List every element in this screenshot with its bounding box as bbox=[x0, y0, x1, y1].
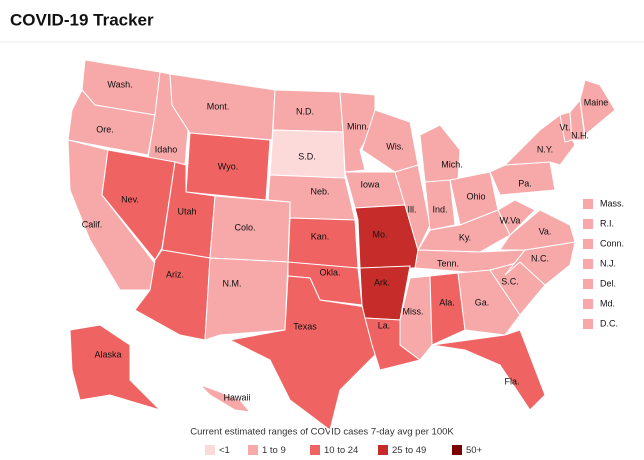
state-label: Idaho bbox=[155, 144, 178, 154]
state-label: Alaska bbox=[94, 349, 121, 359]
state-label: N.H. bbox=[571, 130, 589, 140]
state-label: Mont. bbox=[207, 101, 230, 111]
state-shape bbox=[394, 164, 431, 252]
state-label: Wash. bbox=[107, 79, 132, 89]
small-state-label: Conn. bbox=[600, 238, 624, 248]
small-state-label: N.J. bbox=[600, 258, 616, 268]
state-label: Utah bbox=[177, 206, 196, 216]
small-state-swatch bbox=[583, 259, 593, 269]
legend-label: 25 to 49 bbox=[392, 445, 426, 456]
state-shape bbox=[457, 269, 521, 336]
legend-swatch bbox=[205, 445, 215, 455]
state-label: Wis. bbox=[386, 141, 404, 151]
state-shape bbox=[431, 329, 546, 411]
state-label: N.M. bbox=[223, 278, 242, 288]
small-state-label: D.C. bbox=[600, 318, 618, 328]
state-shape bbox=[344, 171, 406, 209]
state-label: Pa. bbox=[518, 178, 532, 188]
state-shape bbox=[419, 124, 461, 183]
state-label: N.Y. bbox=[537, 144, 553, 154]
state-label: Minn. bbox=[347, 121, 369, 131]
state-label: N.D. bbox=[296, 106, 314, 116]
legend-label: 10 to 24 bbox=[324, 445, 358, 456]
state-label: Hawaii bbox=[223, 392, 250, 402]
state-label: Va. bbox=[539, 226, 552, 236]
small-state-label: R.I. bbox=[600, 218, 614, 228]
state-label: Mo. bbox=[372, 229, 387, 239]
state-label: Miss. bbox=[403, 306, 424, 316]
state-label: Ala. bbox=[439, 297, 455, 307]
legend-swatch bbox=[310, 445, 320, 455]
legend-title: Current estimated ranges of COVID cases … bbox=[190, 427, 454, 438]
state-shape bbox=[204, 257, 289, 341]
legend-label: 1 to 9 bbox=[262, 445, 286, 456]
state-label: Iowa bbox=[360, 179, 379, 189]
small-state-swatch bbox=[583, 219, 593, 229]
state-label: Ariz. bbox=[166, 269, 184, 279]
state-label: Ind. bbox=[432, 204, 447, 214]
state-label: Kan. bbox=[311, 231, 330, 241]
state-label: Ore. bbox=[96, 124, 114, 134]
legend-swatch bbox=[248, 445, 258, 455]
state-shape bbox=[287, 217, 359, 269]
state-label: Ky. bbox=[459, 232, 471, 242]
state-label: S.D. bbox=[298, 151, 316, 161]
small-state-swatch bbox=[583, 299, 593, 309]
state-shape bbox=[579, 79, 616, 136]
state-shape bbox=[199, 384, 252, 413]
state-label: N.C. bbox=[531, 253, 549, 263]
legend-label: 50+ bbox=[466, 445, 483, 456]
state-label: Okla. bbox=[319, 267, 340, 277]
small-state-label: Del. bbox=[600, 278, 616, 288]
state-label: Ohio bbox=[466, 191, 485, 201]
small-state-swatch bbox=[583, 279, 593, 289]
state-shape bbox=[69, 324, 161, 411]
state-label: Vt. bbox=[559, 122, 570, 132]
state-label: Calif. bbox=[82, 219, 103, 229]
state-label: La. bbox=[378, 320, 391, 330]
small-state-label: Mass. bbox=[600, 198, 624, 208]
state-shape bbox=[489, 161, 556, 196]
state-label: Maine bbox=[584, 97, 609, 107]
state-label: Ga. bbox=[475, 297, 490, 307]
state-label: Texas bbox=[293, 321, 317, 331]
state-shape bbox=[228, 275, 386, 431]
state-shape bbox=[497, 199, 536, 236]
state-label: Nev. bbox=[121, 194, 139, 204]
state-label: Tenn. bbox=[437, 258, 459, 268]
legend-label: <1 bbox=[219, 445, 230, 456]
legend-swatch bbox=[378, 445, 388, 455]
state-label: Colo. bbox=[234, 222, 255, 232]
state-shape bbox=[339, 91, 376, 173]
state-label: Wyo. bbox=[218, 161, 238, 171]
small-state-label: Md. bbox=[600, 298, 615, 308]
state-label: Ark. bbox=[374, 277, 390, 287]
state-label: Mich. bbox=[441, 159, 463, 169]
small-state-swatch bbox=[583, 319, 593, 329]
state-label: Ill. bbox=[408, 204, 417, 214]
page-title: COVID-19 Tracker bbox=[10, 10, 154, 29]
state-label: Fla. bbox=[504, 376, 519, 386]
state-label: S.C. bbox=[501, 276, 519, 286]
state-label: W.Va bbox=[500, 215, 521, 225]
small-state-swatch bbox=[583, 239, 593, 249]
state-shape bbox=[503, 114, 576, 166]
state-shape bbox=[424, 179, 456, 231]
state-shape bbox=[101, 149, 176, 261]
state-label: Neb. bbox=[310, 186, 329, 196]
legend-swatch bbox=[452, 445, 462, 455]
small-state-swatch bbox=[583, 199, 593, 209]
